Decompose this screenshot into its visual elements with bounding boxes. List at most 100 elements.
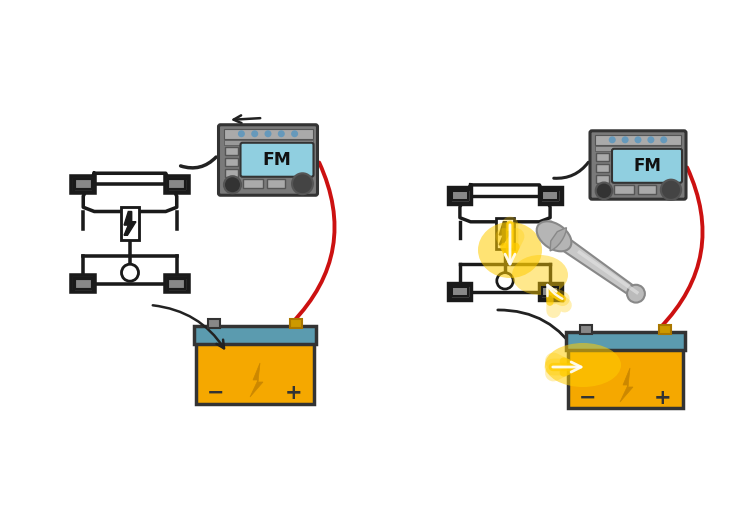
Bar [658, 325, 670, 334]
FancyArrowPatch shape [548, 285, 562, 299]
Bar [452, 191, 468, 201]
FancyArrowPatch shape [505, 225, 515, 258]
Text: −: − [579, 388, 596, 408]
Circle shape [291, 130, 298, 137]
Bar [166, 177, 187, 191]
Bar [242, 179, 262, 188]
Bar [194, 326, 316, 344]
Bar [542, 191, 558, 201]
Polygon shape [124, 211, 136, 235]
Bar [71, 275, 95, 292]
Bar [540, 189, 560, 202]
FancyArrowPatch shape [153, 305, 224, 348]
Ellipse shape [537, 221, 572, 251]
Text: FM: FM [262, 151, 292, 169]
Circle shape [238, 130, 245, 137]
Circle shape [596, 183, 612, 199]
Bar [596, 186, 609, 194]
Bar [168, 179, 185, 190]
Bar [595, 146, 681, 151]
Bar [224, 169, 238, 177]
Circle shape [647, 136, 655, 143]
Circle shape [224, 176, 241, 193]
Bar [538, 187, 562, 204]
FancyArrowPatch shape [504, 225, 516, 249]
FancyArrowPatch shape [505, 225, 515, 264]
Bar [75, 179, 92, 190]
Bar [568, 342, 682, 408]
Ellipse shape [512, 255, 568, 295]
Circle shape [660, 136, 668, 143]
Bar [596, 164, 609, 172]
Bar [73, 277, 94, 290]
Bar [290, 319, 302, 328]
FancyBboxPatch shape [241, 143, 314, 177]
Polygon shape [83, 173, 177, 211]
Bar [224, 129, 313, 139]
Bar [196, 336, 314, 404]
Polygon shape [550, 230, 639, 298]
Bar [638, 185, 656, 194]
Polygon shape [620, 368, 633, 402]
Circle shape [622, 136, 628, 143]
Bar [71, 176, 95, 193]
Bar [595, 135, 681, 145]
Polygon shape [550, 228, 566, 251]
Polygon shape [460, 185, 550, 222]
Bar [614, 185, 634, 194]
Bar [224, 158, 238, 166]
Circle shape [278, 130, 285, 137]
FancyArrowPatch shape [498, 310, 578, 356]
Bar [121, 207, 140, 239]
Bar [452, 287, 468, 296]
FancyBboxPatch shape [218, 125, 317, 195]
Circle shape [609, 136, 616, 143]
Circle shape [251, 130, 258, 137]
Bar [168, 279, 185, 289]
FancyBboxPatch shape [612, 149, 682, 183]
Text: −: − [207, 383, 225, 403]
Ellipse shape [478, 222, 542, 278]
FancyArrowPatch shape [181, 157, 216, 168]
Polygon shape [500, 222, 511, 245]
Bar [580, 325, 592, 334]
Ellipse shape [545, 343, 621, 387]
Bar [538, 284, 562, 299]
Bar [224, 147, 238, 155]
Bar [542, 287, 558, 296]
Bar [73, 177, 94, 191]
Bar [165, 176, 189, 193]
Circle shape [265, 130, 272, 137]
FancyArrowPatch shape [553, 362, 575, 373]
Bar [496, 218, 514, 249]
Bar [224, 140, 313, 145]
FancyArrowPatch shape [554, 296, 565, 311]
Bar [224, 180, 238, 188]
FancyArrowPatch shape [550, 290, 562, 302]
Text: +: + [654, 388, 671, 408]
Circle shape [122, 264, 139, 281]
FancyArrowPatch shape [553, 362, 581, 372]
Polygon shape [250, 363, 263, 397]
FancyArrowPatch shape [233, 115, 260, 123]
Bar [448, 284, 472, 299]
Bar [540, 285, 560, 298]
FancyBboxPatch shape [590, 131, 686, 199]
Bar [166, 277, 187, 290]
Circle shape [634, 136, 641, 143]
Circle shape [496, 272, 513, 289]
FancyArrowPatch shape [554, 162, 589, 178]
Bar [208, 319, 220, 328]
FancyArrowPatch shape [660, 167, 703, 328]
Bar [596, 153, 609, 161]
Circle shape [661, 179, 681, 200]
Text: FM: FM [633, 157, 661, 175]
Text: +: + [285, 383, 303, 403]
Circle shape [627, 285, 645, 303]
Bar [165, 275, 189, 292]
FancyArrowPatch shape [292, 162, 334, 323]
Bar [596, 175, 609, 183]
FancyArrowPatch shape [553, 361, 566, 373]
Bar [266, 179, 284, 188]
Bar [566, 332, 685, 350]
